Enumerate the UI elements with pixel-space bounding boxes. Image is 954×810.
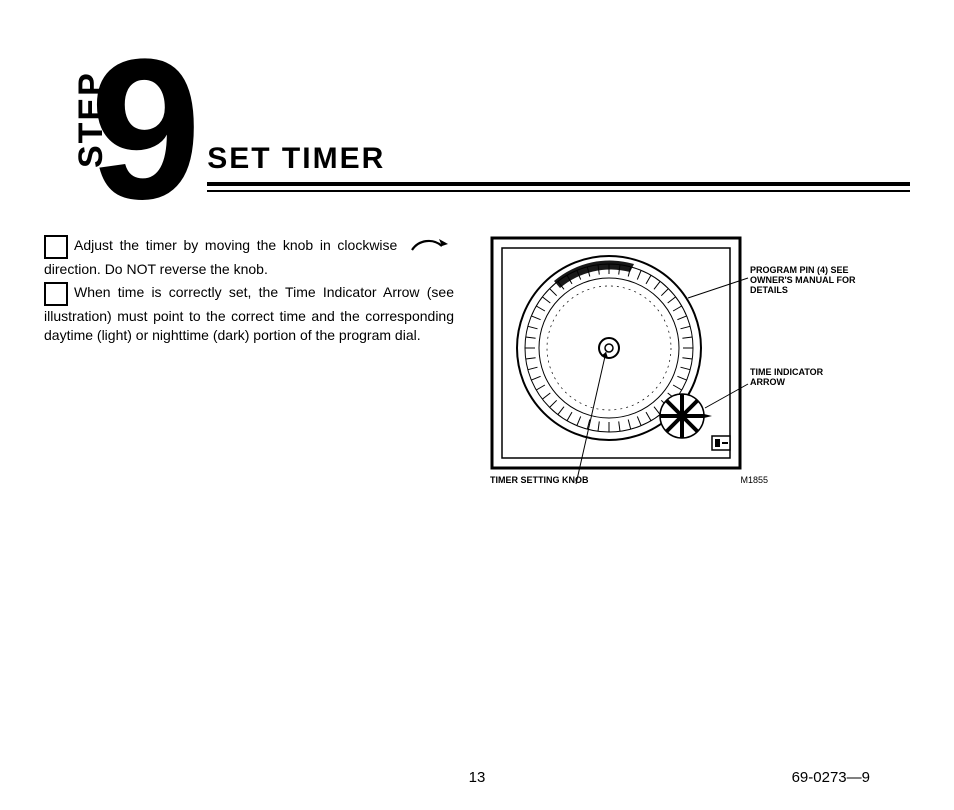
diagram-column: PROGRAM PIN (4) SEE OWNER'S MANUAL FOR D…	[454, 236, 910, 516]
header: STEP 9 SET TIMER	[44, 30, 910, 200]
timer-diagram: PROGRAM PIN (4) SEE OWNER'S MANUAL FOR D…	[484, 236, 884, 516]
instruction-1-text-a: Adjust the timer by moving the knob in c…	[74, 237, 404, 253]
checkbox-icon	[44, 235, 68, 259]
instructions-column: Adjust the timer by moving the knob in c…	[44, 236, 454, 516]
title-block: SET TIMER	[207, 142, 910, 192]
instruction-2: When time is correctly set, the Time Ind…	[44, 283, 454, 345]
diagram-code: M1855	[708, 476, 768, 486]
title-rule	[207, 182, 910, 192]
callout-time-indicator: TIME INDICATOR ARROW	[750, 368, 860, 388]
footer: 13 69-0273—9	[0, 769, 954, 786]
content: Adjust the timer by moving the knob in c…	[44, 236, 910, 516]
page-number: 13	[469, 769, 486, 786]
callout-program-pin: PROGRAM PIN (4) SEE OWNER'S MANUAL FOR D…	[750, 266, 880, 296]
document-number: 69-0273—9	[792, 769, 870, 786]
callout-timer-knob: TIMER SETTING KNOB	[490, 476, 590, 486]
instruction-2-text: When time is correctly set, the Time Ind…	[44, 284, 454, 343]
instruction-1: Adjust the timer by moving the knob in c…	[44, 236, 454, 279]
step-number: 9	[90, 50, 201, 210]
checkbox-icon	[44, 282, 68, 306]
page-title: SET TIMER	[207, 142, 910, 176]
instruction-1-text-b: direction. Do NOT reverse the knob.	[44, 261, 268, 277]
clockwise-arrow-icon	[408, 236, 450, 257]
page: STEP 9 SET TIMER Adjust the timer by mov…	[0, 0, 954, 810]
